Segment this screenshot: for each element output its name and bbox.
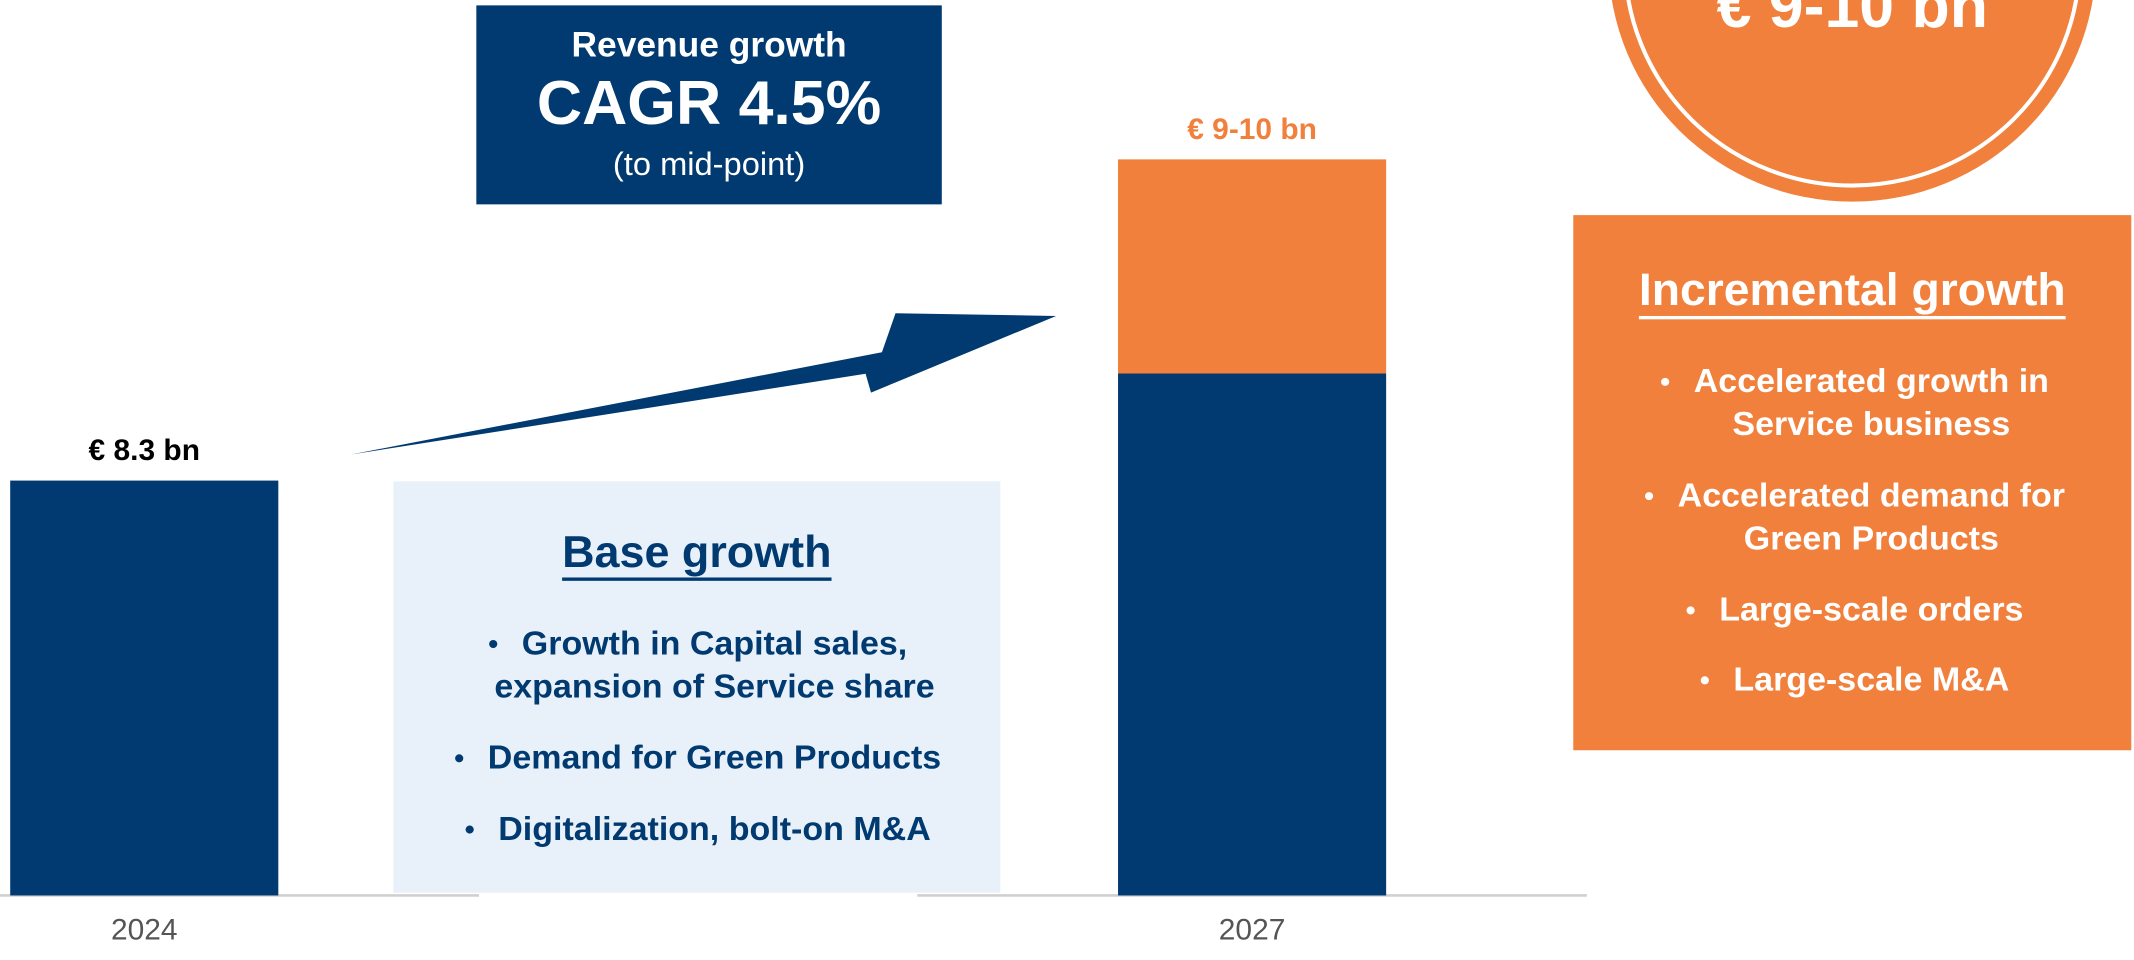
- bar-segment: [10, 480, 279, 896]
- bullet-text: Accelerated growth in: [1694, 362, 2049, 400]
- base-box: [393, 481, 1001, 893]
- bullet-text: Accelerated demand for: [1678, 477, 2065, 515]
- box-title: Incremental growth: [1639, 263, 2066, 315]
- bullet-text: Demand for Green Products: [488, 739, 941, 777]
- bullet-dot: [455, 754, 464, 763]
- bar-segment: [1118, 373, 1387, 896]
- target-value: € 9-10 bn: [1717, 0, 1988, 41]
- bullet-dot: [465, 825, 474, 834]
- bullet-dot: [1700, 676, 1709, 685]
- title-underline: [562, 577, 832, 581]
- title-underline: [1638, 315, 2066, 320]
- data-label: € 9-10 bn: [1187, 113, 1317, 146]
- cagr-box: [476, 5, 942, 205]
- box-title: Base growth: [562, 528, 831, 577]
- bullet-text: Digitalization, bolt-on M&A: [498, 810, 931, 848]
- target-ring: [1626, 0, 2079, 188]
- x-tick-label: 2024: [111, 914, 178, 947]
- bullet-text: Large-scale orders: [1719, 591, 2023, 629]
- cagr-value: CAGR 4.5%: [537, 69, 881, 138]
- bullet-dot: [1686, 606, 1695, 615]
- bullet-dot: [1644, 492, 1654, 501]
- x-tick-label: 2027: [1219, 914, 1286, 947]
- bar-segment: [1118, 159, 1387, 374]
- growth-arrow: [351, 313, 1057, 455]
- cagr-note: (to mid-point): [613, 146, 805, 182]
- bullet-text: expansion of Service share: [494, 667, 934, 705]
- bullet-dot: [489, 640, 498, 649]
- bullet-dot: [1661, 377, 1670, 386]
- incremental-box: [1573, 215, 2132, 751]
- bullet-text: Green Products: [1744, 520, 1999, 558]
- bullet-text: Growth in Capital sales,: [522, 624, 907, 662]
- cagr-line: Revenue growth: [571, 25, 846, 64]
- bullet-text: Large-scale M&A: [1733, 661, 2009, 699]
- data-label: € 8.3 bn: [89, 434, 200, 467]
- bullet-text: Service business: [1732, 405, 2010, 443]
